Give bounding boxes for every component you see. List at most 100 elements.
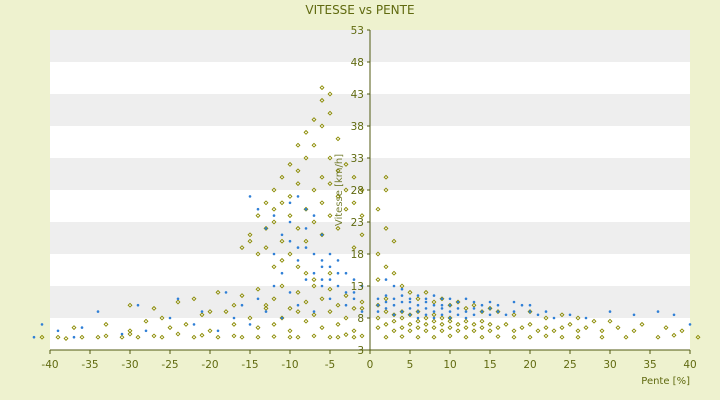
data-point — [512, 310, 516, 313]
data-point — [351, 245, 357, 251]
data-point — [375, 206, 381, 212]
data-point — [271, 206, 277, 212]
data-point — [408, 307, 412, 310]
data-point — [679, 328, 685, 334]
data-point — [263, 302, 269, 308]
data-point — [311, 117, 317, 123]
data-point — [255, 334, 261, 340]
data-point — [408, 313, 412, 317]
data-point — [463, 334, 469, 340]
data-point — [127, 328, 133, 334]
data-point — [312, 214, 316, 217]
data-point — [295, 289, 301, 295]
data-point — [328, 252, 332, 256]
data-point — [543, 315, 549, 321]
data-point — [359, 187, 365, 193]
data-point — [240, 303, 244, 307]
data-point — [511, 334, 517, 340]
data-point — [343, 332, 349, 338]
data-point — [295, 309, 301, 315]
data-point — [391, 238, 397, 244]
data-point — [288, 239, 292, 243]
data-point — [239, 245, 245, 251]
data-points — [32, 85, 701, 341]
data-point — [391, 270, 397, 276]
data-point — [119, 334, 125, 340]
data-point — [416, 294, 420, 297]
data-point — [280, 271, 284, 275]
x-tick-label: -15 — [241, 359, 258, 371]
data-point — [351, 174, 357, 180]
data-point — [279, 200, 285, 206]
data-point — [688, 323, 692, 326]
x-tick-label: 20 — [523, 359, 536, 371]
data-point — [352, 291, 356, 294]
data-point — [335, 136, 341, 142]
data-point — [280, 233, 284, 237]
data-point — [632, 313, 636, 317]
data-point — [295, 181, 301, 187]
data-point — [528, 310, 532, 313]
x-tick-labels: -40 -35 -30 -25 -20 -15 -10 -5 0 5 10 15 20 25 30 35 40 — [41, 350, 697, 371]
data-point — [432, 316, 436, 320]
data-point — [335, 193, 341, 199]
data-point — [375, 277, 381, 283]
data-point — [440, 303, 444, 307]
data-point — [175, 331, 181, 337]
data-point — [431, 318, 437, 324]
data-point — [255, 286, 261, 292]
data-point — [215, 289, 221, 295]
data-point — [447, 325, 453, 331]
data-point — [447, 333, 453, 339]
x-tick-label: 0 — [367, 359, 374, 371]
data-point — [472, 307, 476, 310]
data-point — [311, 219, 317, 225]
data-point — [336, 259, 340, 262]
data-point — [520, 303, 524, 307]
data-point — [584, 316, 588, 320]
data-point — [256, 297, 260, 301]
data-point — [319, 325, 325, 331]
data-point — [552, 316, 556, 320]
data-point — [359, 333, 365, 339]
data-point — [343, 315, 349, 321]
data-point — [328, 265, 332, 269]
data-point — [231, 321, 237, 327]
data-point — [199, 332, 205, 338]
data-point — [488, 300, 492, 304]
data-point — [424, 313, 428, 317]
data-point — [263, 245, 269, 251]
data-point — [400, 310, 404, 313]
data-point — [623, 334, 629, 340]
data-point — [504, 313, 508, 317]
data-point — [527, 321, 533, 327]
data-point — [319, 296, 325, 302]
data-point — [327, 334, 333, 340]
data-point — [383, 321, 389, 327]
data-point — [335, 168, 341, 174]
data-point — [599, 328, 605, 334]
data-point — [543, 333, 549, 339]
data-point — [239, 293, 245, 299]
data-point — [271, 187, 277, 193]
data-point — [400, 294, 404, 297]
data-point — [479, 334, 485, 340]
data-point — [303, 318, 309, 324]
data-point — [295, 225, 301, 231]
data-point — [311, 333, 317, 339]
data-point — [311, 142, 317, 148]
x-tick-label: -30 — [121, 359, 138, 371]
data-point — [439, 321, 445, 327]
data-point — [336, 271, 340, 275]
data-point — [399, 315, 405, 321]
data-point — [247, 232, 253, 238]
data-point — [392, 297, 396, 301]
data-point — [296, 195, 300, 198]
x-tick-label: 40 — [683, 359, 696, 371]
y-tick-label: 33 — [351, 153, 364, 165]
data-point — [487, 328, 493, 334]
data-point — [391, 328, 397, 334]
data-point — [136, 303, 140, 307]
